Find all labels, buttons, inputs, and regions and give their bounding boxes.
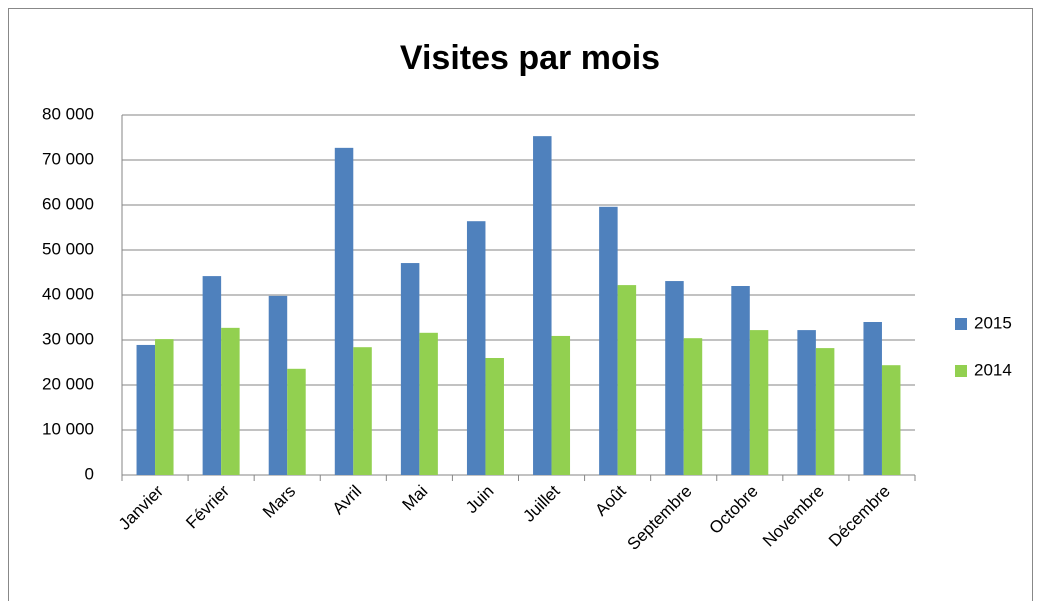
y-tick-label: 60 000 xyxy=(42,194,94,213)
legend-label: 2014 xyxy=(974,360,1012,379)
bar xyxy=(353,347,372,475)
bar xyxy=(551,335,571,475)
y-tick-label: 30 000 xyxy=(42,329,94,348)
bar xyxy=(400,263,420,475)
bar xyxy=(665,281,684,475)
bar xyxy=(136,344,156,475)
bar xyxy=(221,327,240,475)
bar xyxy=(334,147,354,475)
bar xyxy=(155,339,174,475)
bar xyxy=(881,365,901,475)
bar xyxy=(268,295,288,475)
bar xyxy=(533,136,552,475)
legend-label: 2015 xyxy=(974,313,1012,332)
chart-border xyxy=(8,8,1033,601)
bar xyxy=(617,285,637,475)
chart-title: Visites par mois xyxy=(400,39,660,77)
bar xyxy=(287,368,306,475)
y-tick-label: 40 000 xyxy=(42,284,94,303)
y-tick-label: 0 xyxy=(85,464,94,483)
bar xyxy=(731,286,750,475)
y-tick-label: 70 000 xyxy=(42,149,94,168)
y-tick-label: 50 000 xyxy=(42,239,94,258)
bar xyxy=(419,332,438,475)
legend-swatch xyxy=(955,318,967,330)
bar xyxy=(202,276,222,475)
bar xyxy=(599,206,618,476)
y-tick-label: 80 000 xyxy=(42,104,94,123)
bar xyxy=(815,348,835,475)
bar xyxy=(749,330,769,475)
y-tick-label: 20 000 xyxy=(42,374,94,393)
legend-swatch xyxy=(955,365,967,377)
bar xyxy=(466,221,486,475)
bar xyxy=(485,358,504,475)
bar xyxy=(683,338,703,475)
bar xyxy=(863,322,882,475)
y-tick-label: 10 000 xyxy=(42,419,94,438)
bar xyxy=(797,330,816,475)
